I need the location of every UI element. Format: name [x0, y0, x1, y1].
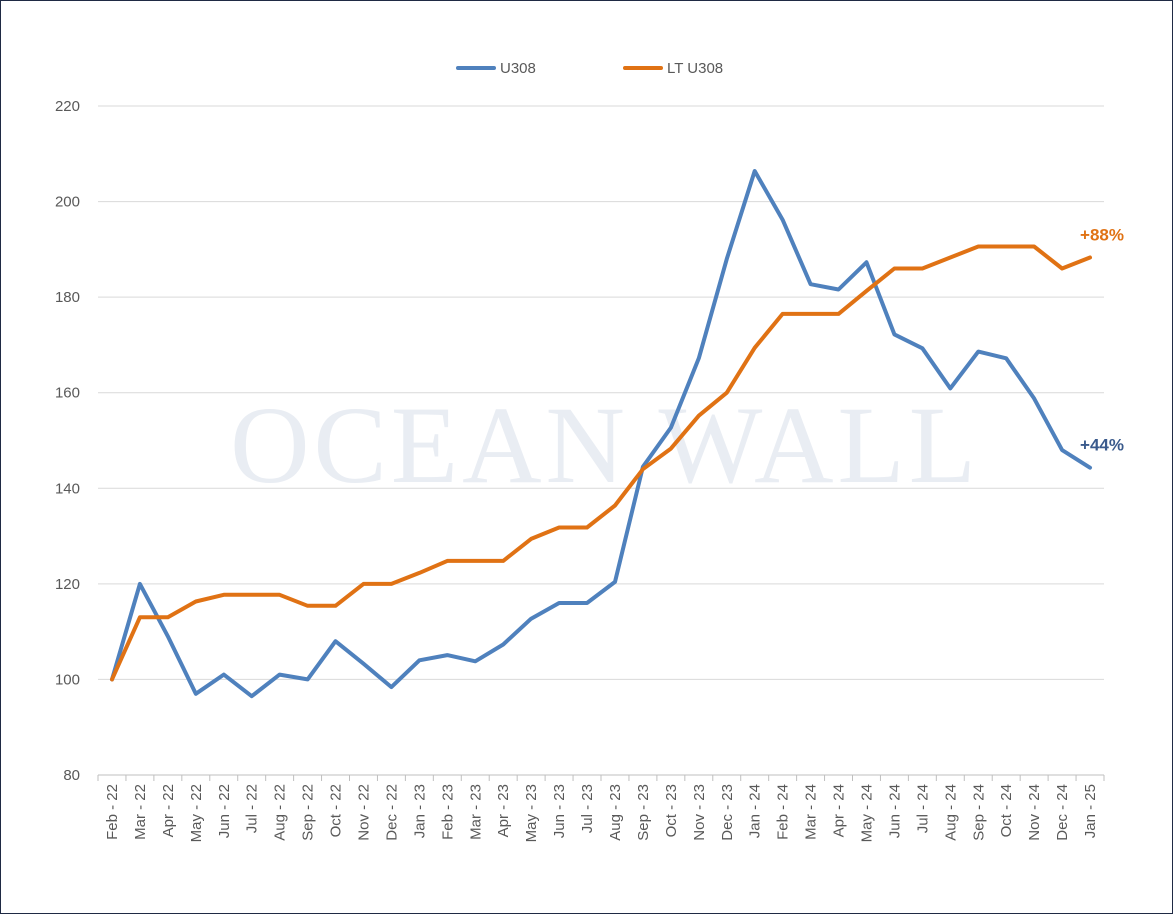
y-tick-label: 120 [55, 576, 80, 593]
series-line-u308 [110, 169, 1092, 699]
legend: U308 LT U308 [456, 60, 723, 77]
y-tick-label: 180 [55, 289, 80, 306]
x-tick-label: May - 22 [188, 784, 205, 842]
x-tick-label: Jun - 22 [216, 784, 233, 838]
x-tick-label: Feb - 23 [439, 784, 456, 840]
y-tick-label: 160 [55, 385, 80, 402]
x-tick-label: Oct - 22 [328, 784, 345, 837]
y-tick-label: 80 [63, 767, 80, 784]
x-tick-label: Jan - 23 [411, 784, 428, 838]
y-axis-ticks: 80 100 120 140 160 180 200 220 [55, 98, 80, 784]
end-labels: +44% +88% [1080, 225, 1124, 454]
x-tick-label: Apr - 24 [831, 784, 848, 837]
y-tick-label: 220 [55, 98, 80, 115]
end-label-u308: +44% [1080, 436, 1124, 455]
x-tick-label: Feb - 22 [104, 784, 121, 840]
series-lines [110, 169, 1092, 699]
x-tick-label: Aug - 24 [942, 784, 959, 841]
x-tick-label: Jun - 23 [551, 784, 568, 838]
x-tick-label: Feb - 24 [775, 784, 792, 840]
x-tick-label: Apr - 23 [495, 784, 512, 837]
x-tick-label: Dec - 24 [1054, 784, 1071, 841]
x-tick-label: Nov - 24 [1026, 784, 1043, 841]
x-axis-ticks: Feb - 22 Mar - 22 Apr - 22 May - 22 Jun - 22… [97, 775, 1105, 842]
y-tick-label: 100 [55, 671, 80, 688]
x-tick-label: Dec - 22 [383, 784, 400, 841]
end-label-lt-u308: +88% [1080, 225, 1124, 244]
x-tick-label: Mar - 22 [132, 784, 149, 840]
x-tick-label: Sep - 23 [635, 784, 652, 841]
series-line-lt-u308 [110, 244, 1092, 682]
x-tick-label: Sep - 22 [300, 784, 317, 841]
x-tick-label: Nov - 23 [691, 784, 708, 841]
watermark-text: OCEAN WALL [230, 384, 980, 506]
x-tick-label: May - 23 [523, 784, 540, 842]
x-tick-label: Jun - 24 [886, 784, 903, 838]
y-tick-label: 200 [55, 194, 80, 211]
legend-label-u308: U308 [500, 60, 536, 77]
x-tick-label: May - 24 [858, 784, 875, 842]
x-tick-label: Jul - 24 [914, 784, 931, 833]
x-tick-label: Sep - 24 [970, 784, 987, 841]
x-tick-label: Aug - 23 [607, 784, 624, 841]
x-tick-label: Jan - 25 [1082, 784, 1099, 838]
x-tick-label: Oct - 24 [998, 784, 1015, 837]
legend-label-lt-u308: LT U308 [667, 60, 723, 77]
x-tick-label: Aug - 22 [272, 784, 289, 841]
x-tick-label: Jul - 22 [244, 784, 261, 833]
x-tick-label: Nov - 22 [355, 784, 372, 841]
x-tick-label: Mar - 24 [803, 784, 820, 840]
x-tick-label: Jan - 24 [747, 784, 764, 838]
y-tick-label: 140 [55, 480, 80, 497]
x-tick-label: Dec - 23 [719, 784, 736, 841]
x-tick-label: Apr - 22 [160, 784, 177, 837]
x-tick-label: Oct - 23 [663, 784, 680, 837]
x-tick-label: Mar - 23 [467, 784, 484, 840]
x-tick-label: Jul - 23 [579, 784, 596, 833]
